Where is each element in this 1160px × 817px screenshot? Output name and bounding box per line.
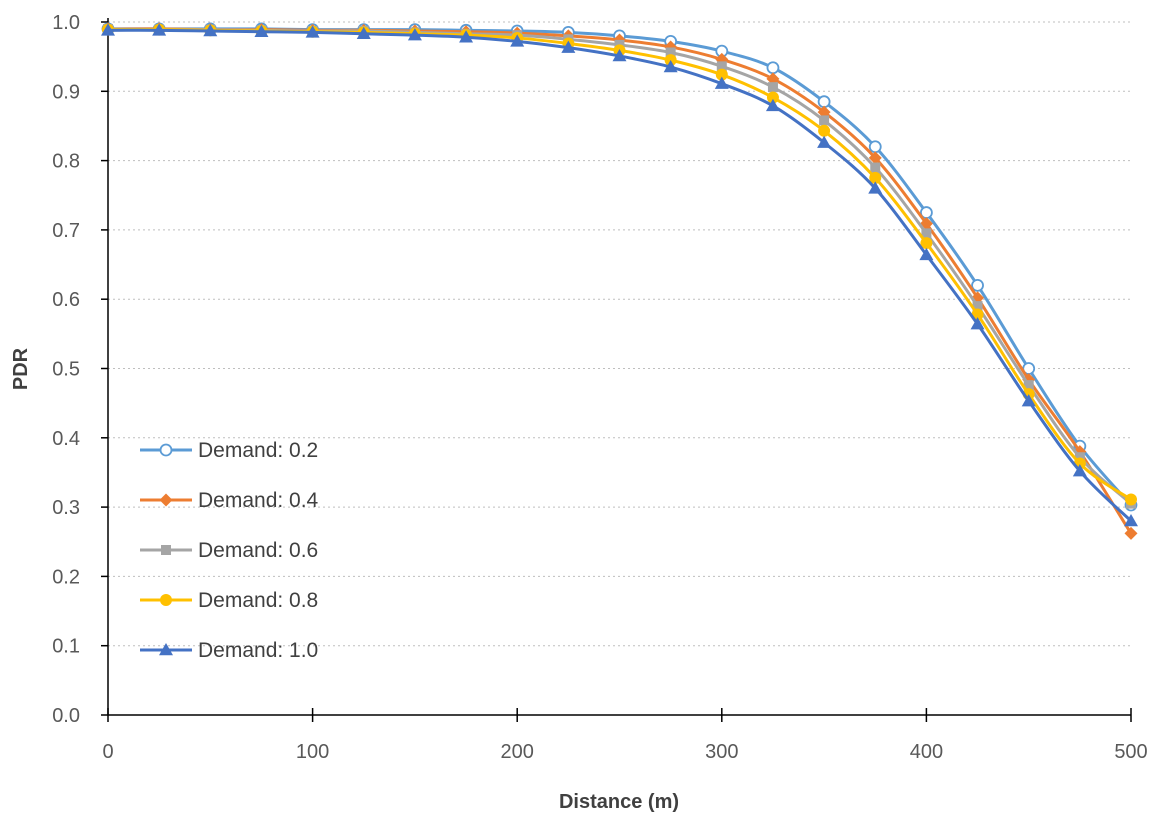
legend-item: Demand: 0.6 <box>140 539 318 562</box>
data-point <box>971 278 984 292</box>
series-3 <box>103 23 1136 509</box>
x-tick-label: 200 <box>501 741 534 763</box>
data-point <box>819 115 830 126</box>
legend: Demand: 0.2 Demand: 0.4 Demand: 0.6 Demand:… <box>140 439 319 662</box>
y-tick-label: 0.7 <box>52 220 80 242</box>
legend-item: Demand: 0.8 <box>140 589 318 612</box>
data-point <box>101 23 115 36</box>
y-tick-label: 0.5 <box>52 359 80 381</box>
y-tick-label: 0.8 <box>52 151 80 173</box>
data-point <box>870 162 881 173</box>
data-point <box>868 151 882 165</box>
x-tick-label: 0 <box>102 741 113 763</box>
legend-label: Demand: 0.6 <box>198 539 318 562</box>
series-group <box>101 22 1138 540</box>
y-tick-label: 0.1 <box>52 636 80 658</box>
data-point <box>715 68 728 81</box>
data-point <box>663 60 678 73</box>
data-point <box>767 82 778 93</box>
data-point <box>1125 493 1137 506</box>
data-point <box>1023 380 1034 391</box>
data-point <box>766 91 779 104</box>
data-point <box>818 124 831 137</box>
series-5 <box>101 23 1138 527</box>
series-line <box>108 27 1133 507</box>
x-tick-label: 300 <box>705 741 738 763</box>
legend-label: Demand: 0.8 <box>198 589 318 612</box>
data-point <box>714 76 729 89</box>
data-point <box>766 72 780 86</box>
data-point <box>152 23 167 36</box>
x-tick-label: 400 <box>910 741 943 763</box>
series-line <box>107 28 1132 501</box>
data-point <box>765 98 780 112</box>
data-point <box>766 61 780 75</box>
data-point <box>305 25 320 38</box>
legend-marker <box>159 643 173 656</box>
data-point <box>868 140 882 154</box>
data-point <box>970 317 985 330</box>
legend-marker <box>159 443 173 457</box>
data-point <box>356 26 371 40</box>
y-tick-label: 0.6 <box>52 289 80 311</box>
legend-marker <box>161 545 171 555</box>
x-tick-label: 500 <box>1114 741 1147 763</box>
y-axis-title: PDR <box>10 347 32 390</box>
data-point <box>716 61 727 72</box>
data-point <box>407 28 422 41</box>
data-point <box>817 135 832 148</box>
data-point <box>817 95 831 109</box>
legend-item: Demand: 1.0 <box>140 639 318 662</box>
data-point <box>1124 526 1138 540</box>
data-point <box>510 34 525 47</box>
data-point <box>1124 513 1138 527</box>
y-tick-label: 1.0 <box>52 12 80 34</box>
legend-item: Demand: 0.4 <box>140 489 319 512</box>
x-axis-title: Distance (m) <box>559 791 679 813</box>
legend-marker <box>159 493 173 507</box>
gridlines <box>108 21 1131 647</box>
y-tick-label: 0.4 <box>52 428 80 450</box>
data-point <box>920 237 933 250</box>
series-line <box>107 27 1133 505</box>
y-tick-label: 0.2 <box>52 566 80 588</box>
legend-item: Demand: 0.2 <box>140 439 318 462</box>
data-point <box>919 247 934 261</box>
legend-marker <box>160 594 172 606</box>
data-point <box>203 24 218 37</box>
data-point <box>1021 394 1036 407</box>
legend-label: Demand: 0.2 <box>198 439 318 462</box>
data-point <box>561 40 576 53</box>
data-point <box>869 171 882 184</box>
data-point <box>459 30 474 43</box>
data-point <box>612 48 627 62</box>
series-4 <box>102 23 1137 506</box>
legend-label: Demand: 1.0 <box>198 639 318 662</box>
data-point <box>254 24 269 37</box>
data-point <box>665 47 676 58</box>
y-tick-label: 0.0 <box>52 705 80 727</box>
axes <box>101 18 1132 722</box>
x-tick-label: 100 <box>296 741 329 763</box>
y-tick-label: 0.3 <box>52 497 80 519</box>
tick-labels: 0.0 0.1 0.2 0.3 0.4 0.5 0.6 0.7 0.8 0.9 1.0 0 100 200… <box>52 12 1148 763</box>
legend-label: Demand: 0.4 <box>198 489 319 512</box>
data-point <box>1074 452 1085 463</box>
data-point <box>921 228 932 239</box>
data-point <box>972 301 983 312</box>
data-point <box>868 181 883 194</box>
y-tick-label: 0.9 <box>52 81 80 103</box>
data-point <box>1072 464 1087 477</box>
data-point <box>817 105 831 119</box>
